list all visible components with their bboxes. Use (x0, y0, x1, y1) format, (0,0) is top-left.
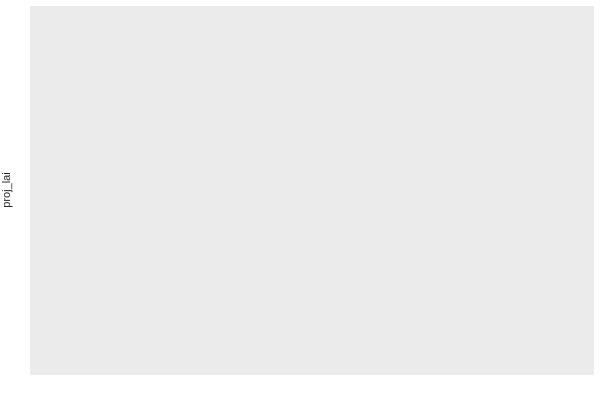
y-axis-title: proj_lai (1, 172, 13, 207)
panel-background (30, 6, 594, 375)
